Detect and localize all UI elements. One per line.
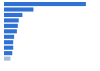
page: {"chart_data": {"type": "bar", "orientat… [0, 0, 100, 71]
bar [4, 40, 13, 44]
bar [4, 57, 10, 61]
bar [4, 29, 17, 33]
bar [4, 24, 18, 28]
bar [4, 7, 33, 11]
bars [4, 2, 86, 61]
bar [4, 13, 22, 17]
bar [4, 2, 86, 6]
bar [4, 51, 12, 55]
chart [0, 0, 100, 71]
bar [4, 46, 13, 50]
bar [4, 35, 14, 39]
bar [4, 18, 19, 22]
